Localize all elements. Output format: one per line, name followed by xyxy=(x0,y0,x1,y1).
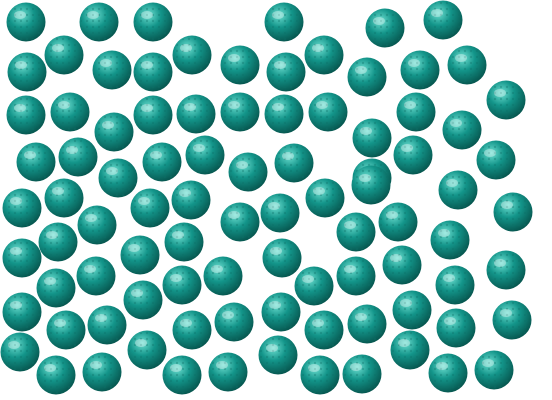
golf-ball xyxy=(171,180,211,220)
golf-ball xyxy=(474,350,514,390)
golf-ball xyxy=(220,92,260,132)
golf-ball xyxy=(304,310,344,350)
golf-ball xyxy=(261,292,301,332)
golf-ball xyxy=(336,212,376,252)
golf-ball xyxy=(142,142,182,182)
golf-ball xyxy=(430,220,470,260)
golf-ball xyxy=(347,57,387,97)
golf-ball xyxy=(76,256,116,296)
golf-ball xyxy=(164,222,204,262)
golf-ball xyxy=(220,202,260,242)
golf-ball xyxy=(6,2,46,42)
golf-ball xyxy=(428,353,468,393)
golf-ball xyxy=(220,45,260,85)
golf-ball xyxy=(351,165,391,205)
golf-ball xyxy=(365,8,405,48)
golf-ball xyxy=(2,188,42,228)
golf-ball xyxy=(442,110,482,150)
golf-ball xyxy=(130,188,170,228)
golf-ball xyxy=(305,178,345,218)
golf-ball xyxy=(342,354,382,394)
golf-ball xyxy=(203,256,243,296)
golf-ball xyxy=(2,238,42,278)
golf-ball xyxy=(16,142,56,182)
golf-ball xyxy=(308,92,348,132)
golf-ball xyxy=(447,45,487,85)
golf-ball xyxy=(264,2,304,42)
golf-ball xyxy=(400,50,440,90)
golf-ball xyxy=(266,52,306,92)
golf-ball xyxy=(260,193,300,233)
golf-ball xyxy=(127,330,167,370)
golf-ball xyxy=(44,178,84,218)
golf-ball xyxy=(44,35,84,75)
golf-ball xyxy=(476,140,516,180)
golf-ball xyxy=(438,170,478,210)
golf-ball xyxy=(162,355,202,395)
golf-ball xyxy=(2,292,42,332)
golf-ball xyxy=(392,290,432,330)
golf-ball xyxy=(264,94,304,134)
golf-ball xyxy=(36,268,76,308)
golf-ball xyxy=(6,95,46,135)
golf-ball xyxy=(77,205,117,245)
golf-ball xyxy=(396,92,436,132)
golf-ball xyxy=(258,335,298,375)
golf-ball xyxy=(50,92,90,132)
golf-ball xyxy=(336,256,376,296)
golf-ball xyxy=(58,137,98,177)
golf-ball xyxy=(486,250,526,290)
golf-ball xyxy=(172,35,212,75)
golf-ball xyxy=(176,94,216,134)
golf-ball xyxy=(123,280,163,320)
golf-ball xyxy=(214,302,254,342)
golf-ball xyxy=(94,112,134,152)
golf-ball xyxy=(300,355,340,395)
golf-ball xyxy=(435,265,475,305)
golf-ball xyxy=(92,50,132,90)
golf-ball xyxy=(393,135,433,175)
golf-ball xyxy=(492,300,532,340)
golf-ball xyxy=(423,0,463,40)
golf-ball xyxy=(493,192,533,232)
golf-ball xyxy=(120,235,160,275)
golf-ball xyxy=(228,152,268,192)
golf-ball xyxy=(0,332,40,372)
golf-ball xyxy=(133,2,173,42)
golf-ball xyxy=(486,80,526,120)
golf-ball xyxy=(436,308,476,348)
golf-ball xyxy=(347,304,387,344)
golf-ball xyxy=(172,310,212,350)
golf-ball xyxy=(390,330,430,370)
golf-ball xyxy=(36,355,76,395)
golf-ball xyxy=(378,202,418,242)
golf-ball xyxy=(162,265,202,305)
golf-ball xyxy=(262,238,302,278)
golf-ball xyxy=(185,135,225,175)
golf-ball xyxy=(208,352,248,392)
golf-ball xyxy=(304,35,344,75)
golf-ball xyxy=(87,305,127,345)
golf-ball xyxy=(352,118,392,158)
golf-ball xyxy=(133,52,173,92)
golf-ball xyxy=(46,310,86,350)
golf-ball xyxy=(294,266,334,306)
golf-ball xyxy=(98,158,138,198)
golf-ball xyxy=(38,222,78,262)
golf-ball xyxy=(79,2,119,42)
golf-ball xyxy=(82,352,122,392)
golf-ball xyxy=(382,245,422,285)
golf-ball xyxy=(7,52,47,92)
golf-ball xyxy=(133,95,173,135)
golf-ball xyxy=(274,143,314,183)
